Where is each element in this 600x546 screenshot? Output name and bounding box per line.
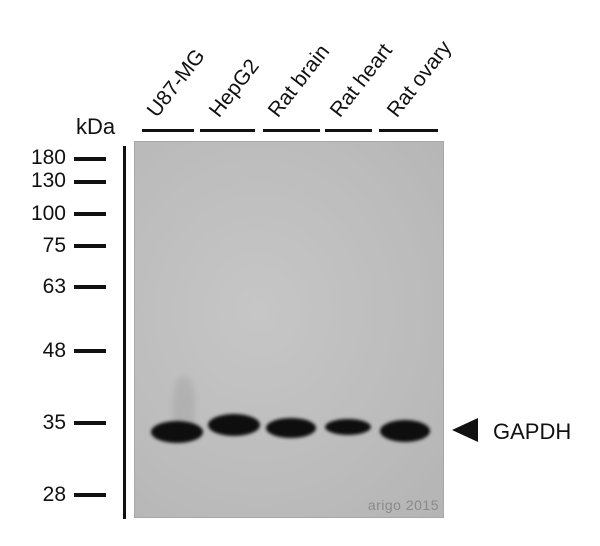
marker-label-75: 75 bbox=[42, 234, 66, 257]
blot-membrane: arigo 2015 bbox=[134, 141, 444, 518]
lane-label-rat-ovary: Rat ovary bbox=[382, 36, 457, 122]
marker-label-63: 63 bbox=[42, 275, 66, 298]
band-rat-brain bbox=[266, 418, 316, 438]
marker-label-48: 48 bbox=[42, 339, 66, 362]
lane-label-u87-mg: U87-MG bbox=[142, 44, 210, 122]
lane-bar-rat-ovary bbox=[379, 129, 438, 132]
marker-tick-130 bbox=[74, 180, 106, 184]
marker-tick-35 bbox=[74, 421, 106, 425]
target-arrow-icon bbox=[452, 418, 478, 442]
lane-label-hepg2: HepG2 bbox=[204, 55, 264, 122]
target-label: GAPDH bbox=[493, 419, 572, 444]
lane-bar-u87-mg bbox=[142, 129, 194, 132]
marker-label-180: 180 bbox=[30, 146, 66, 169]
lane-bar-hepg2 bbox=[200, 129, 255, 132]
marker-label-100: 100 bbox=[30, 202, 66, 225]
lane-bar-rat-heart bbox=[325, 129, 372, 132]
marker-tick-100 bbox=[74, 212, 106, 216]
watermark: arigo 2015 bbox=[367, 497, 439, 513]
marker-tick-63 bbox=[74, 285, 106, 289]
marker-tick-48 bbox=[74, 349, 106, 353]
marker-label-35: 35 bbox=[42, 411, 66, 434]
marker-tick-28 bbox=[74, 493, 106, 497]
unit-label: kDa bbox=[76, 114, 116, 139]
band-u87-mg bbox=[151, 421, 203, 443]
ladder-axis-line bbox=[123, 146, 126, 519]
lane-label-rat-brain: Rat brain bbox=[263, 40, 335, 122]
band-rat-heart bbox=[325, 419, 371, 435]
marker-tick-180 bbox=[74, 157, 106, 161]
band-rat-ovary bbox=[380, 420, 430, 442]
marker-label-130: 130 bbox=[30, 169, 66, 192]
band-hepg2 bbox=[208, 414, 260, 436]
marker-label-28: 28 bbox=[42, 483, 66, 506]
lane-bar-rat-brain bbox=[263, 129, 320, 132]
marker-tick-75 bbox=[74, 244, 106, 248]
